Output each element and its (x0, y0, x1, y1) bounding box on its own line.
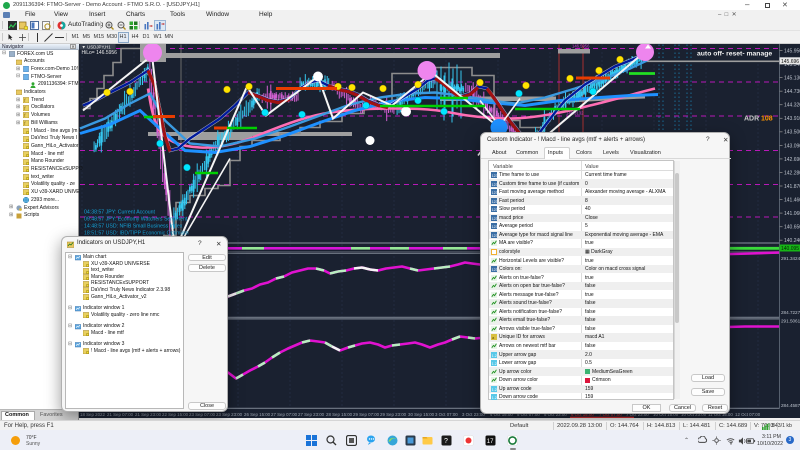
svg-text:123: 123 (492, 199, 497, 203)
svg-text:30 Sep 15:00: 30 Sep 15:00 (408, 412, 435, 417)
svg-text:10 Oct 23:00: 10 Oct 23:00 (681, 412, 707, 417)
svg-text:12 Oct 07:00: 12 Oct 07:00 (735, 412, 761, 417)
svg-text:29 Sep 23:00: 29 Sep 23:00 (380, 412, 407, 417)
svg-text:146.5956: 146.5956 (572, 44, 590, 49)
svg-text:142.690: 142.690 (784, 156, 800, 162)
svg-text:141.460: 141.460 (784, 197, 800, 203)
svg-text:29 Sep 07:00: 29 Sep 07:00 (353, 412, 380, 417)
svg-text:140.095: 140.095 (781, 246, 799, 252)
svg-text:284.4587: 284.4587 (781, 403, 800, 408)
svg-text:123: 123 (492, 217, 497, 221)
svg-text:146.3132: 146.3132 (566, 110, 584, 115)
svg-text:1.2: 1.2 (492, 388, 497, 392)
svg-text:23 Sep 07:00: 23 Sep 07:00 (189, 412, 216, 417)
svg-text:145.696: 145.696 (781, 59, 799, 65)
svg-text:f: f (24, 98, 26, 103)
svg-text:21 Sep 23:00: 21 Sep 23:00 (135, 412, 162, 417)
svg-text:123: 123 (492, 234, 497, 238)
svg-text:18 Sep 2022: 18 Sep 2022 (80, 412, 105, 417)
svg-text:HiLo= 146.5956: HiLo= 146.5956 (82, 50, 118, 56)
svg-text:123: 123 (492, 225, 497, 229)
svg-text:144.730: 144.730 (784, 89, 800, 95)
svg-text:142.280: 142.280 (784, 170, 800, 176)
svg-text:123: 123 (492, 208, 497, 212)
svg-text:140.240: 140.240 (784, 238, 800, 244)
svg-text:14:48:57 USD: NFIB Small Busi: 14:48:57 USD: NFIB Small Business Index (84, 223, 183, 229)
svg-text:a: a (492, 335, 495, 340)
svg-text:141.060: 141.060 (784, 211, 800, 217)
svg-text:23 Sep 23:00: 23 Sep 23:00 (216, 412, 243, 417)
svg-text:284.7227: 284.7227 (781, 310, 800, 315)
svg-text:22 Sep 15:00: 22 Sep 15:00 (162, 412, 189, 417)
svg-text:7 Oct 07:00: 7 Oct 07:00 (599, 412, 622, 417)
svg-text:28 Sep 15:00: 28 Sep 15:00 (326, 412, 353, 417)
svg-text:108: 108 (761, 115, 773, 122)
svg-text:7 Oct 23:00: 7 Oct 23:00 (626, 412, 649, 417)
svg-text:ADR: ADR (744, 115, 759, 122)
svg-text:f: f (24, 105, 26, 110)
svg-text:6 Oct 15:00: 6 Oct 15:00 (571, 412, 594, 417)
svg-text:f: f (24, 121, 26, 126)
svg-text:145.540: 145.540 (784, 62, 800, 68)
svg-text:123: 123 (492, 191, 497, 195)
svg-text:143.090: 143.090 (784, 143, 800, 149)
svg-text:145.130: 145.130 (784, 75, 800, 81)
svg-text:4 Oct 15:00: 4 Oct 15:00 (490, 412, 513, 417)
svg-text:123: 123 (492, 182, 497, 186)
svg-text:26 Sep 15:00: 26 Sep 15:00 (244, 412, 271, 417)
svg-text:f: f (24, 113, 26, 118)
svg-text:09:48:57 JPY: Economy Watcher: 09:48:57 JPY: Economy Watchers Sentiment (84, 216, 188, 222)
svg-text:10 Oct 15:00: 10 Oct 15:00 (653, 412, 679, 417)
svg-text:5 Oct 23:00: 5 Oct 23:00 (544, 412, 567, 417)
svg-text:18:51:57 USD: IBD/TIPP Econom: 18:51:57 USD: IBD/TIPP Economic Optimism (84, 230, 189, 236)
svg-text:141.870: 141.870 (784, 183, 800, 189)
svg-text:1.2: 1.2 (492, 362, 497, 366)
svg-text:291.5061: 291.5061 (781, 318, 800, 323)
svg-text:143.910: 143.910 (784, 116, 800, 122)
svg-text:auto off- reset- manage: auto off- reset- manage (697, 50, 772, 57)
svg-text:27 Sep 07:00: 27 Sep 07:00 (271, 412, 298, 417)
svg-text:291.3424: 291.3424 (781, 256, 800, 261)
svg-text:3 Oct 07:00: 3 Oct 07:00 (435, 412, 458, 417)
svg-text:5 Oct 07:00: 5 Oct 07:00 (517, 412, 540, 417)
svg-text:11 Oct 15:00: 11 Oct 15:00 (708, 412, 733, 417)
svg-text:04:38:57 JPY: Current Account: 04:38:57 JPY: Current Account (84, 209, 155, 215)
svg-text:145.950: 145.950 (784, 48, 800, 54)
svg-text:21 Sep 07:00: 21 Sep 07:00 (107, 412, 134, 417)
svg-text:17: 17 (487, 439, 494, 445)
svg-text:?: ? (444, 438, 448, 445)
svg-text:1.2: 1.2 (492, 396, 497, 400)
svg-text:123: 123 (492, 174, 497, 178)
svg-text:27 Sep 23:00: 27 Sep 23:00 (298, 412, 325, 417)
svg-text:140.650: 140.650 (784, 224, 800, 230)
svg-text:143.500: 143.500 (784, 129, 800, 135)
svg-text:1.2: 1.2 (492, 353, 497, 357)
svg-text:123: 123 (492, 268, 497, 272)
svg-text:144.320: 144.320 (784, 102, 800, 108)
svg-text:▼ USDJPY,H1: ▼ USDJPY,H1 (82, 44, 112, 49)
svg-text:3 Oct 23:00: 3 Oct 23:00 (462, 412, 485, 417)
